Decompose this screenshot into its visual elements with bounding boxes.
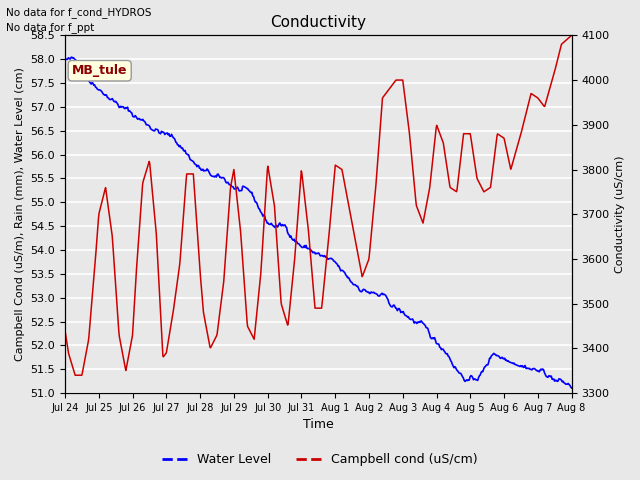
Text: MB_tule: MB_tule <box>72 64 127 77</box>
Text: No data for f_cond_HYDROS: No data for f_cond_HYDROS <box>6 7 152 18</box>
X-axis label: Time: Time <box>303 419 333 432</box>
Y-axis label: Campbell Cond (uS/m), Rain (mm), Water Level (cm): Campbell Cond (uS/m), Rain (mm), Water L… <box>15 67 25 361</box>
Text: No data for f_ppt: No data for f_ppt <box>6 22 95 33</box>
Y-axis label: Conductivity (uS/cm): Conductivity (uS/cm) <box>615 156 625 273</box>
Title: Conductivity: Conductivity <box>270 15 366 30</box>
Legend: Water Level, Campbell cond (uS/cm): Water Level, Campbell cond (uS/cm) <box>157 448 483 471</box>
